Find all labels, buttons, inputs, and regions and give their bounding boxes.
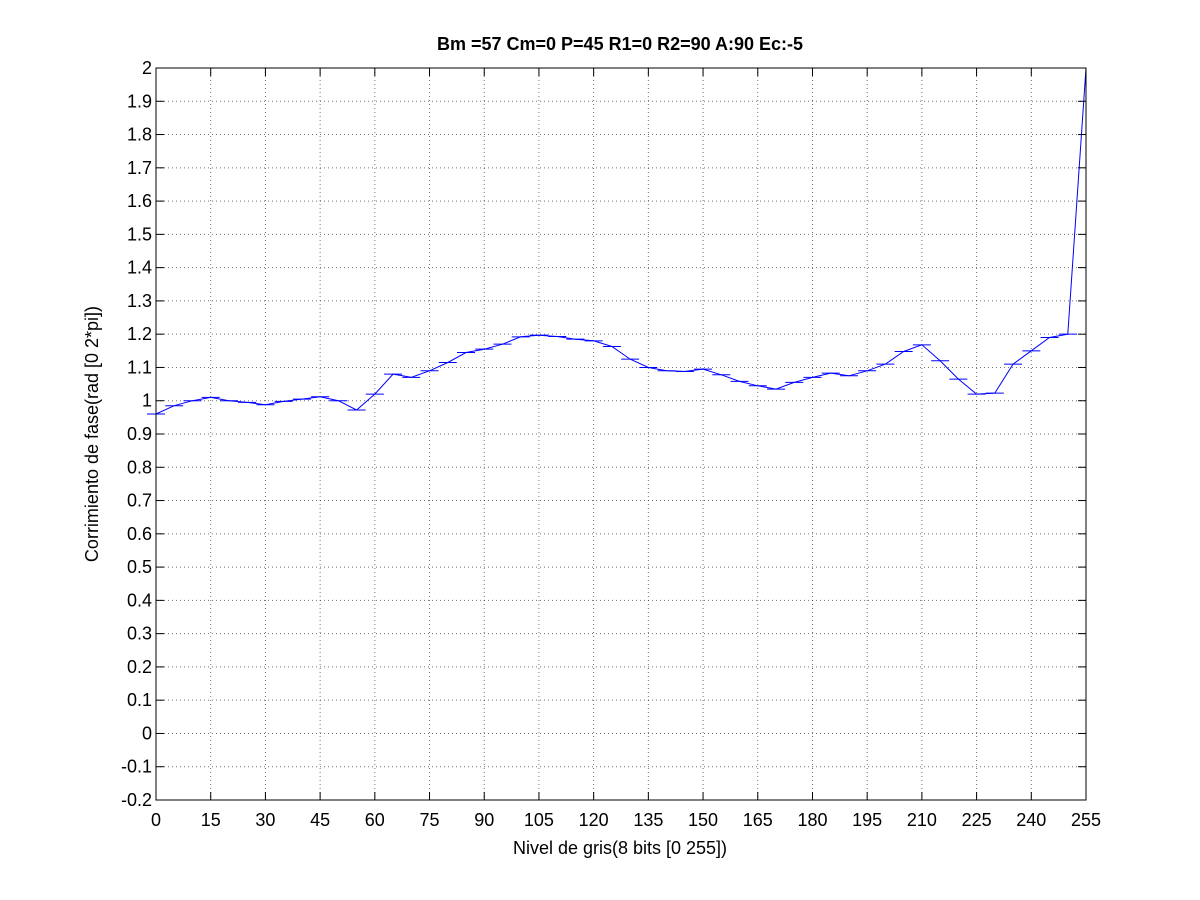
x-tick-label: 240	[1016, 810, 1046, 830]
y-tick-label: 0.2	[127, 657, 152, 677]
y-tick-label: 0.6	[127, 524, 152, 544]
x-tick-label: 45	[310, 810, 330, 830]
x-tick-label: 195	[852, 810, 882, 830]
series-layer	[147, 67, 1087, 415]
y-tick-label: 2	[142, 58, 152, 78]
y-tick-label: 0.4	[127, 590, 152, 610]
phase-series-line	[155, 67, 1087, 415]
y-tick-label: 1.4	[127, 258, 152, 278]
y-tick-label: 0.8	[127, 457, 152, 477]
y-tick-label: 0.1	[127, 690, 152, 710]
x-tick-label: 255	[1071, 810, 1101, 830]
x-tick-label: 60	[365, 810, 385, 830]
y-axis-label: Corrimiento de fase(rad [0 2*pi])	[82, 306, 102, 562]
y-tick-label: 1.6	[127, 191, 152, 211]
y-tick-labels: -0.2 -0.1 0 0.1 0.2 0.3 0.4 0.5 0.6 0.7 0.8 0.9 1 1.1…	[121, 58, 152, 810]
x-tick-label: 225	[962, 810, 992, 830]
y-tick-label: -0.1	[121, 757, 152, 777]
x-axis-label: Nivel de gris(8 bits [0 255])	[513, 838, 727, 858]
ticks	[155, 67, 1087, 801]
x-tick-labels: 0 15 30 45 60 75 90 105 120 135 150 165 180 195 210 225…	[151, 810, 1101, 830]
y-tick-label: 1.5	[127, 224, 152, 244]
y-tick-label: 0.3	[127, 624, 152, 644]
y-tick-label: 1.9	[127, 91, 152, 111]
x-tick-label: 180	[797, 810, 827, 830]
x-tick-label: 75	[420, 810, 440, 830]
y-tick-label: 0.7	[127, 491, 152, 511]
x-tick-label: 210	[907, 810, 937, 830]
chart-title: Bm =57 Cm=0 P=45 R1=0 R2=90 A:90 Ec:-5	[437, 34, 803, 54]
x-tick-label: 150	[688, 810, 718, 830]
x-tick-label: 165	[743, 810, 773, 830]
grid	[156, 68, 1086, 800]
x-tick-label: 90	[474, 810, 494, 830]
y-tick-label: 0	[142, 723, 152, 743]
y-tick-label: 1.7	[127, 158, 152, 178]
y-tick-label: 1	[142, 391, 152, 411]
y-tick-label: -0.2	[121, 790, 152, 810]
y-tick-label: 0.5	[127, 557, 152, 577]
x-tick-label: 30	[255, 810, 275, 830]
x-tick-label: 15	[201, 810, 221, 830]
x-tick-label: 0	[151, 810, 161, 830]
y-tick-label: 1.2	[127, 324, 152, 344]
x-tick-label: 135	[633, 810, 663, 830]
y-tick-label: 0.9	[127, 424, 152, 444]
y-tick-label: 1.1	[127, 357, 152, 377]
y-tick-label: 1.3	[127, 291, 152, 311]
x-tick-label: 105	[524, 810, 554, 830]
x-tick-label: 120	[579, 810, 609, 830]
y-tick-label: 1.8	[127, 125, 152, 145]
